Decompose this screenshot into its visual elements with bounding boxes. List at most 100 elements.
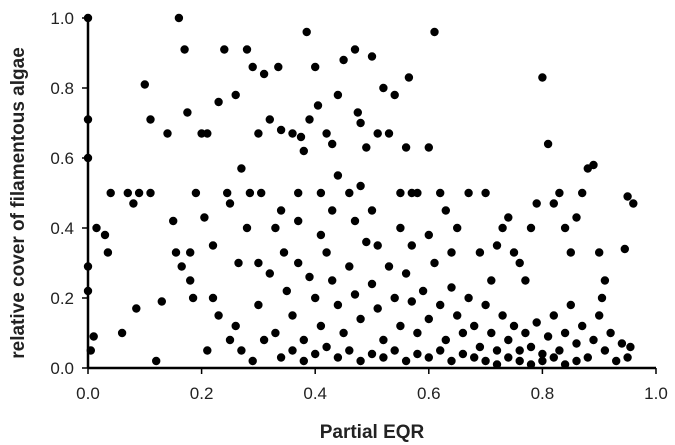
- data-point: [248, 356, 257, 366]
- data-point: [555, 188, 564, 198]
- data-point: [146, 188, 155, 198]
- data-point: [356, 181, 365, 191]
- data-point: [498, 223, 507, 233]
- data-point: [288, 129, 297, 138]
- data-point: [279, 248, 289, 257]
- data-point: [526, 360, 536, 369]
- data-point: [492, 360, 502, 369]
- data-point: [316, 188, 326, 198]
- data-point: [373, 304, 382, 313]
- data-point: [509, 321, 519, 331]
- x-tick-label: 0.8: [531, 384, 555, 403]
- data-point: [481, 356, 490, 366]
- data-point: [225, 335, 235, 345]
- data-point: [129, 199, 138, 208]
- data-point: [134, 188, 144, 198]
- data-point: [379, 335, 388, 345]
- data-point: [339, 55, 348, 65]
- data-point: [470, 353, 479, 362]
- data-point: [208, 293, 218, 303]
- data-point: [322, 129, 331, 138]
- data-point: [282, 286, 291, 296]
- data-point: [367, 206, 377, 215]
- data-point: [441, 335, 450, 345]
- data-point: [271, 328, 280, 338]
- data-point: [333, 353, 343, 362]
- data-point: [186, 248, 195, 257]
- data-point: [396, 188, 405, 198]
- data-point: [288, 311, 297, 320]
- data-point: [430, 258, 439, 268]
- data-point: [373, 129, 382, 138]
- data-point: [356, 356, 365, 366]
- data-point: [549, 199, 558, 208]
- data-point: [350, 290, 360, 299]
- data-point: [311, 293, 320, 303]
- data-point: [521, 328, 530, 338]
- data-point: [294, 188, 303, 198]
- data-point: [436, 346, 445, 355]
- data-point: [169, 216, 178, 226]
- data-point: [384, 262, 394, 271]
- data-point: [356, 314, 365, 324]
- data-point: [225, 199, 235, 208]
- data-point: [214, 97, 223, 107]
- data-point: [157, 297, 166, 306]
- data-point: [589, 335, 598, 345]
- data-point: [538, 356, 547, 366]
- data-point: [92, 223, 101, 233]
- data-point: [299, 356, 308, 366]
- data-point: [504, 335, 513, 345]
- data-point: [276, 353, 286, 362]
- data-point: [316, 230, 326, 240]
- data-point: [350, 45, 360, 54]
- y-tick-label: 0.0: [50, 359, 74, 378]
- data-point: [106, 188, 115, 198]
- data-point: [458, 349, 468, 359]
- data-point: [299, 335, 308, 345]
- data-point: [186, 276, 195, 285]
- data-point: [362, 143, 371, 152]
- data-point: [313, 101, 323, 110]
- data-point: [259, 335, 269, 345]
- data-point: [620, 244, 629, 254]
- y-tick-label: 0.2: [50, 289, 74, 308]
- data-point: [152, 356, 161, 366]
- data-point: [600, 276, 610, 285]
- data-point: [345, 346, 354, 355]
- data-point: [617, 339, 627, 348]
- data-point: [276, 206, 286, 215]
- data-point: [560, 223, 570, 233]
- data-point: [223, 188, 232, 198]
- data-point: [453, 311, 462, 320]
- data-point: [305, 272, 314, 282]
- data-point: [322, 248, 331, 257]
- data-point: [328, 206, 337, 215]
- data-point: [254, 300, 263, 310]
- data-point: [424, 230, 433, 240]
- data-point: [595, 311, 604, 320]
- data-point: [481, 300, 490, 310]
- data-point: [379, 83, 388, 93]
- data-point: [492, 241, 502, 250]
- data-point: [413, 349, 422, 359]
- data-point: [543, 332, 553, 341]
- data-point: [328, 139, 337, 149]
- x-tick-label: 0.0: [76, 384, 100, 403]
- data-point: [475, 248, 485, 257]
- data-point: [430, 27, 439, 37]
- data-point: [171, 248, 181, 257]
- data-point: [333, 300, 343, 310]
- data-point: [311, 349, 320, 359]
- data-point: [436, 300, 445, 310]
- x-tick-label: 0.2: [190, 384, 214, 403]
- data-point: [595, 248, 604, 257]
- data-point: [203, 129, 212, 138]
- data-point: [367, 52, 377, 61]
- data-point: [390, 346, 399, 355]
- data-point: [265, 269, 274, 278]
- data-point: [447, 356, 456, 366]
- y-tick-label: 0.6: [50, 149, 74, 168]
- data-point: [515, 356, 524, 366]
